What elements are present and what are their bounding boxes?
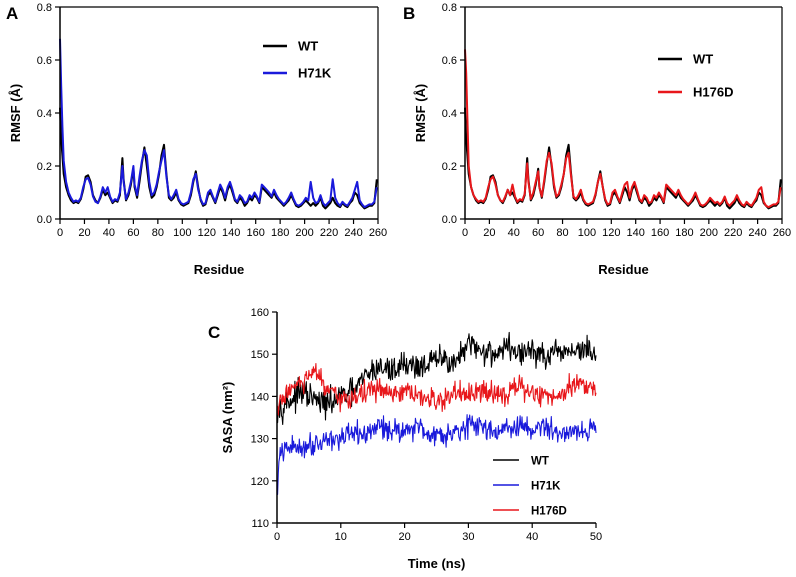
y-tick-label: 0.0 [37, 214, 52, 226]
x-tick-label: 240 [748, 227, 766, 239]
series-line-wt [276, 331, 597, 426]
x-tick-label: 180 [675, 227, 693, 239]
x-tick-label: 180 [271, 227, 289, 239]
legend-label: WT [298, 39, 318, 54]
x-tick-label: 240 [344, 227, 362, 239]
x-tick-label: 80 [556, 227, 568, 239]
y-tick-label: 0.8 [37, 2, 52, 14]
y-tick-label: 0.4 [37, 108, 52, 120]
x-tick-label: 200 [295, 227, 313, 239]
y-axis-title: SASA (nm²) [220, 382, 235, 454]
x-tick-label: 100 [173, 227, 191, 239]
x-tick-label: 50 [590, 531, 602, 543]
y-tick-label: 0.2 [442, 161, 457, 173]
x-tick-label: 0 [57, 227, 63, 239]
legend-label: H176D [693, 85, 733, 100]
y-tick-label: 0.8 [442, 2, 457, 14]
y-tick-label: 0.6 [442, 55, 457, 67]
x-tick-label: 60 [127, 227, 139, 239]
panel-label: C [208, 323, 220, 342]
x-tick-label: 10 [335, 531, 347, 543]
x-tick-label: 20 [78, 227, 90, 239]
y-tick-label: 0.6 [37, 55, 52, 67]
panel-a-chart: 0.0 0.2 0.4 0.6 0.8 0 20 40 60 80 100 120 140 160 180 2… [6, 2, 387, 277]
panel-c-chart: 110 120 130 140 150 160 0 10 20 30 40 50 Time (ns) SA… [208, 307, 602, 571]
x-tick-label: 20 [398, 531, 410, 543]
y-tick-label: 0.0 [442, 214, 457, 226]
x-axis-title: Time (ns) [408, 556, 466, 571]
legend-label: WT [531, 456, 549, 468]
x-tick-label: 0 [274, 531, 280, 543]
x-tick-label: 40 [508, 227, 520, 239]
x-tick-label: 100 [578, 227, 596, 239]
y-axis-title: RMSF (Å) [8, 84, 23, 143]
panel-b-chart: 0.0 0.2 0.4 0.6 0.8 0 20 40 60 80 100 120 140 160 180 2… [403, 2, 791, 277]
y-tick-label: 130 [251, 434, 269, 446]
x-tick-label: 120 [602, 227, 620, 239]
y-tick-label: 120 [251, 476, 269, 488]
y-tick-label: 110 [251, 518, 269, 530]
series-line-h71k [59, 38, 378, 209]
y-axis-title: RMSF (Å) [413, 84, 428, 143]
x-tick-label: 0 [462, 227, 468, 239]
x-tick-label: 30 [462, 531, 474, 543]
x-axis-title: Residue [598, 262, 649, 277]
x-tick-label: 20 [483, 227, 495, 239]
x-tick-label: 140 [222, 227, 240, 239]
x-tick-label: 260 [773, 227, 791, 239]
x-tick-label: 220 [724, 227, 742, 239]
legend-label: WT [693, 52, 713, 67]
series-line-h176d [276, 362, 597, 416]
panel-label: A [6, 4, 18, 23]
x-tick-label: 80 [152, 227, 164, 239]
x-tick-label: 40 [103, 227, 115, 239]
y-tick-label: 140 [251, 391, 269, 403]
x-tick-label: 60 [532, 227, 544, 239]
panel-label: B [403, 4, 415, 23]
x-tick-label: 40 [526, 531, 538, 543]
x-tick-label: 120 [198, 227, 216, 239]
y-tick-label: 0.2 [37, 161, 52, 173]
y-tick-label: 0.4 [442, 108, 457, 120]
x-tick-label: 200 [700, 227, 718, 239]
x-tick-label: 220 [320, 227, 338, 239]
x-tick-label: 260 [369, 227, 387, 239]
series-line-h71k [276, 414, 597, 495]
x-tick-label: 140 [627, 227, 645, 239]
series-line-h176d [464, 49, 782, 209]
legend-label: H71K [298, 66, 332, 81]
x-tick-label: 160 [651, 227, 669, 239]
y-tick-label: 150 [251, 349, 269, 361]
legend-label: H71K [531, 481, 561, 493]
x-tick-label: 160 [247, 227, 265, 239]
legend-label: H176D [531, 506, 567, 518]
x-axis-title: Residue [194, 262, 245, 277]
y-tick-label: 160 [251, 307, 269, 319]
